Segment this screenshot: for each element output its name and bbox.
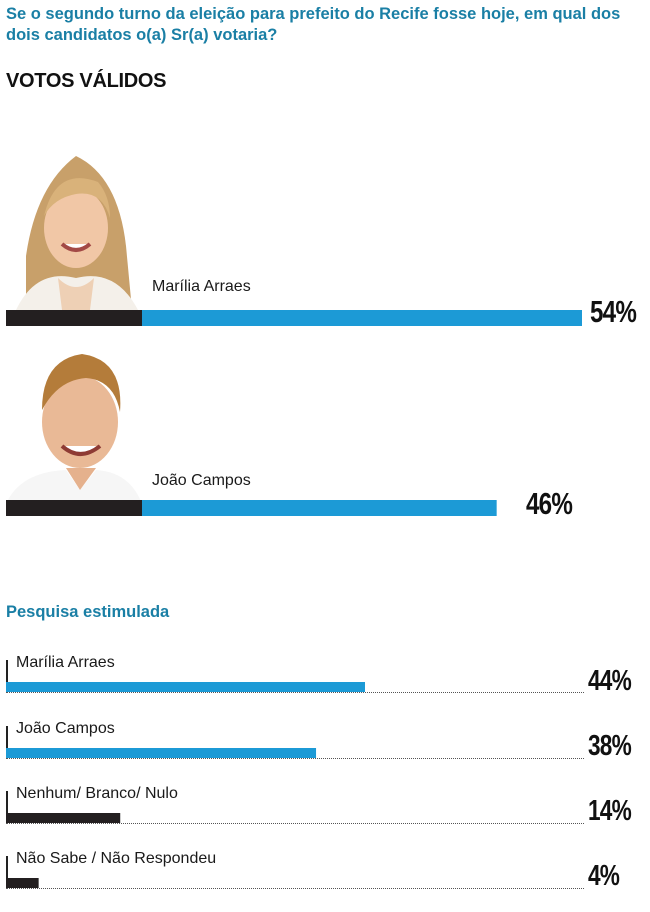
bar-estimulada-0 (6, 682, 365, 692)
candidate-name-joao: João Campos (152, 472, 251, 489)
row-tick (6, 856, 8, 888)
candidate-photo-marilia (6, 146, 142, 310)
candidate-name-marilia: Marília Arraes (152, 278, 251, 295)
row-tick (6, 726, 8, 758)
row-label-nenhum: Nenhum/ Branco/ Nulo (16, 785, 178, 802)
candidate-photo-joao (6, 340, 142, 504)
pct-label-joao-estimulada: 38% (588, 730, 632, 762)
bar-dark-segment (6, 310, 142, 326)
section-pesquisa-estimulada-title: Pesquisa estimulada (6, 603, 170, 621)
bar-dark-segment (6, 500, 142, 516)
pct-label-marilia-validos: 54% (590, 294, 637, 329)
section-votos-validos-title: VOTOS VÁLIDOS (6, 70, 167, 92)
votos-validos-chart (6, 310, 582, 516)
row-dotted-line (6, 888, 584, 889)
row-dotted-line (6, 692, 584, 693)
row-label-marilia: Marília Arraes (16, 654, 115, 671)
row-dotted-line (6, 823, 584, 824)
pct-label-nao-sabe-estimulada: 4% (588, 860, 620, 892)
pct-label-marilia-estimulada: 44% (588, 665, 632, 697)
row-tick (6, 660, 8, 692)
question-title: Se o segundo turno da eleição para prefe… (6, 5, 621, 44)
row-label-joao: João Campos (16, 720, 115, 737)
bar-marilia-validos (142, 310, 582, 326)
bar-estimulada-1 (6, 748, 317, 758)
row-tick (6, 791, 8, 823)
bar-joao-validos (142, 500, 497, 516)
pct-label-nenhum-estimulada: 14% (588, 795, 632, 827)
row-dotted-line (6, 758, 584, 759)
pesquisa-estimulada-chart (6, 682, 365, 888)
bar-estimulada-2 (6, 813, 121, 823)
pct-label-joao-validos: 46% (526, 486, 573, 521)
bar-estimulada-3 (6, 878, 39, 888)
row-label-nao-sabe: Não Sabe / Não Respondeu (16, 850, 217, 867)
